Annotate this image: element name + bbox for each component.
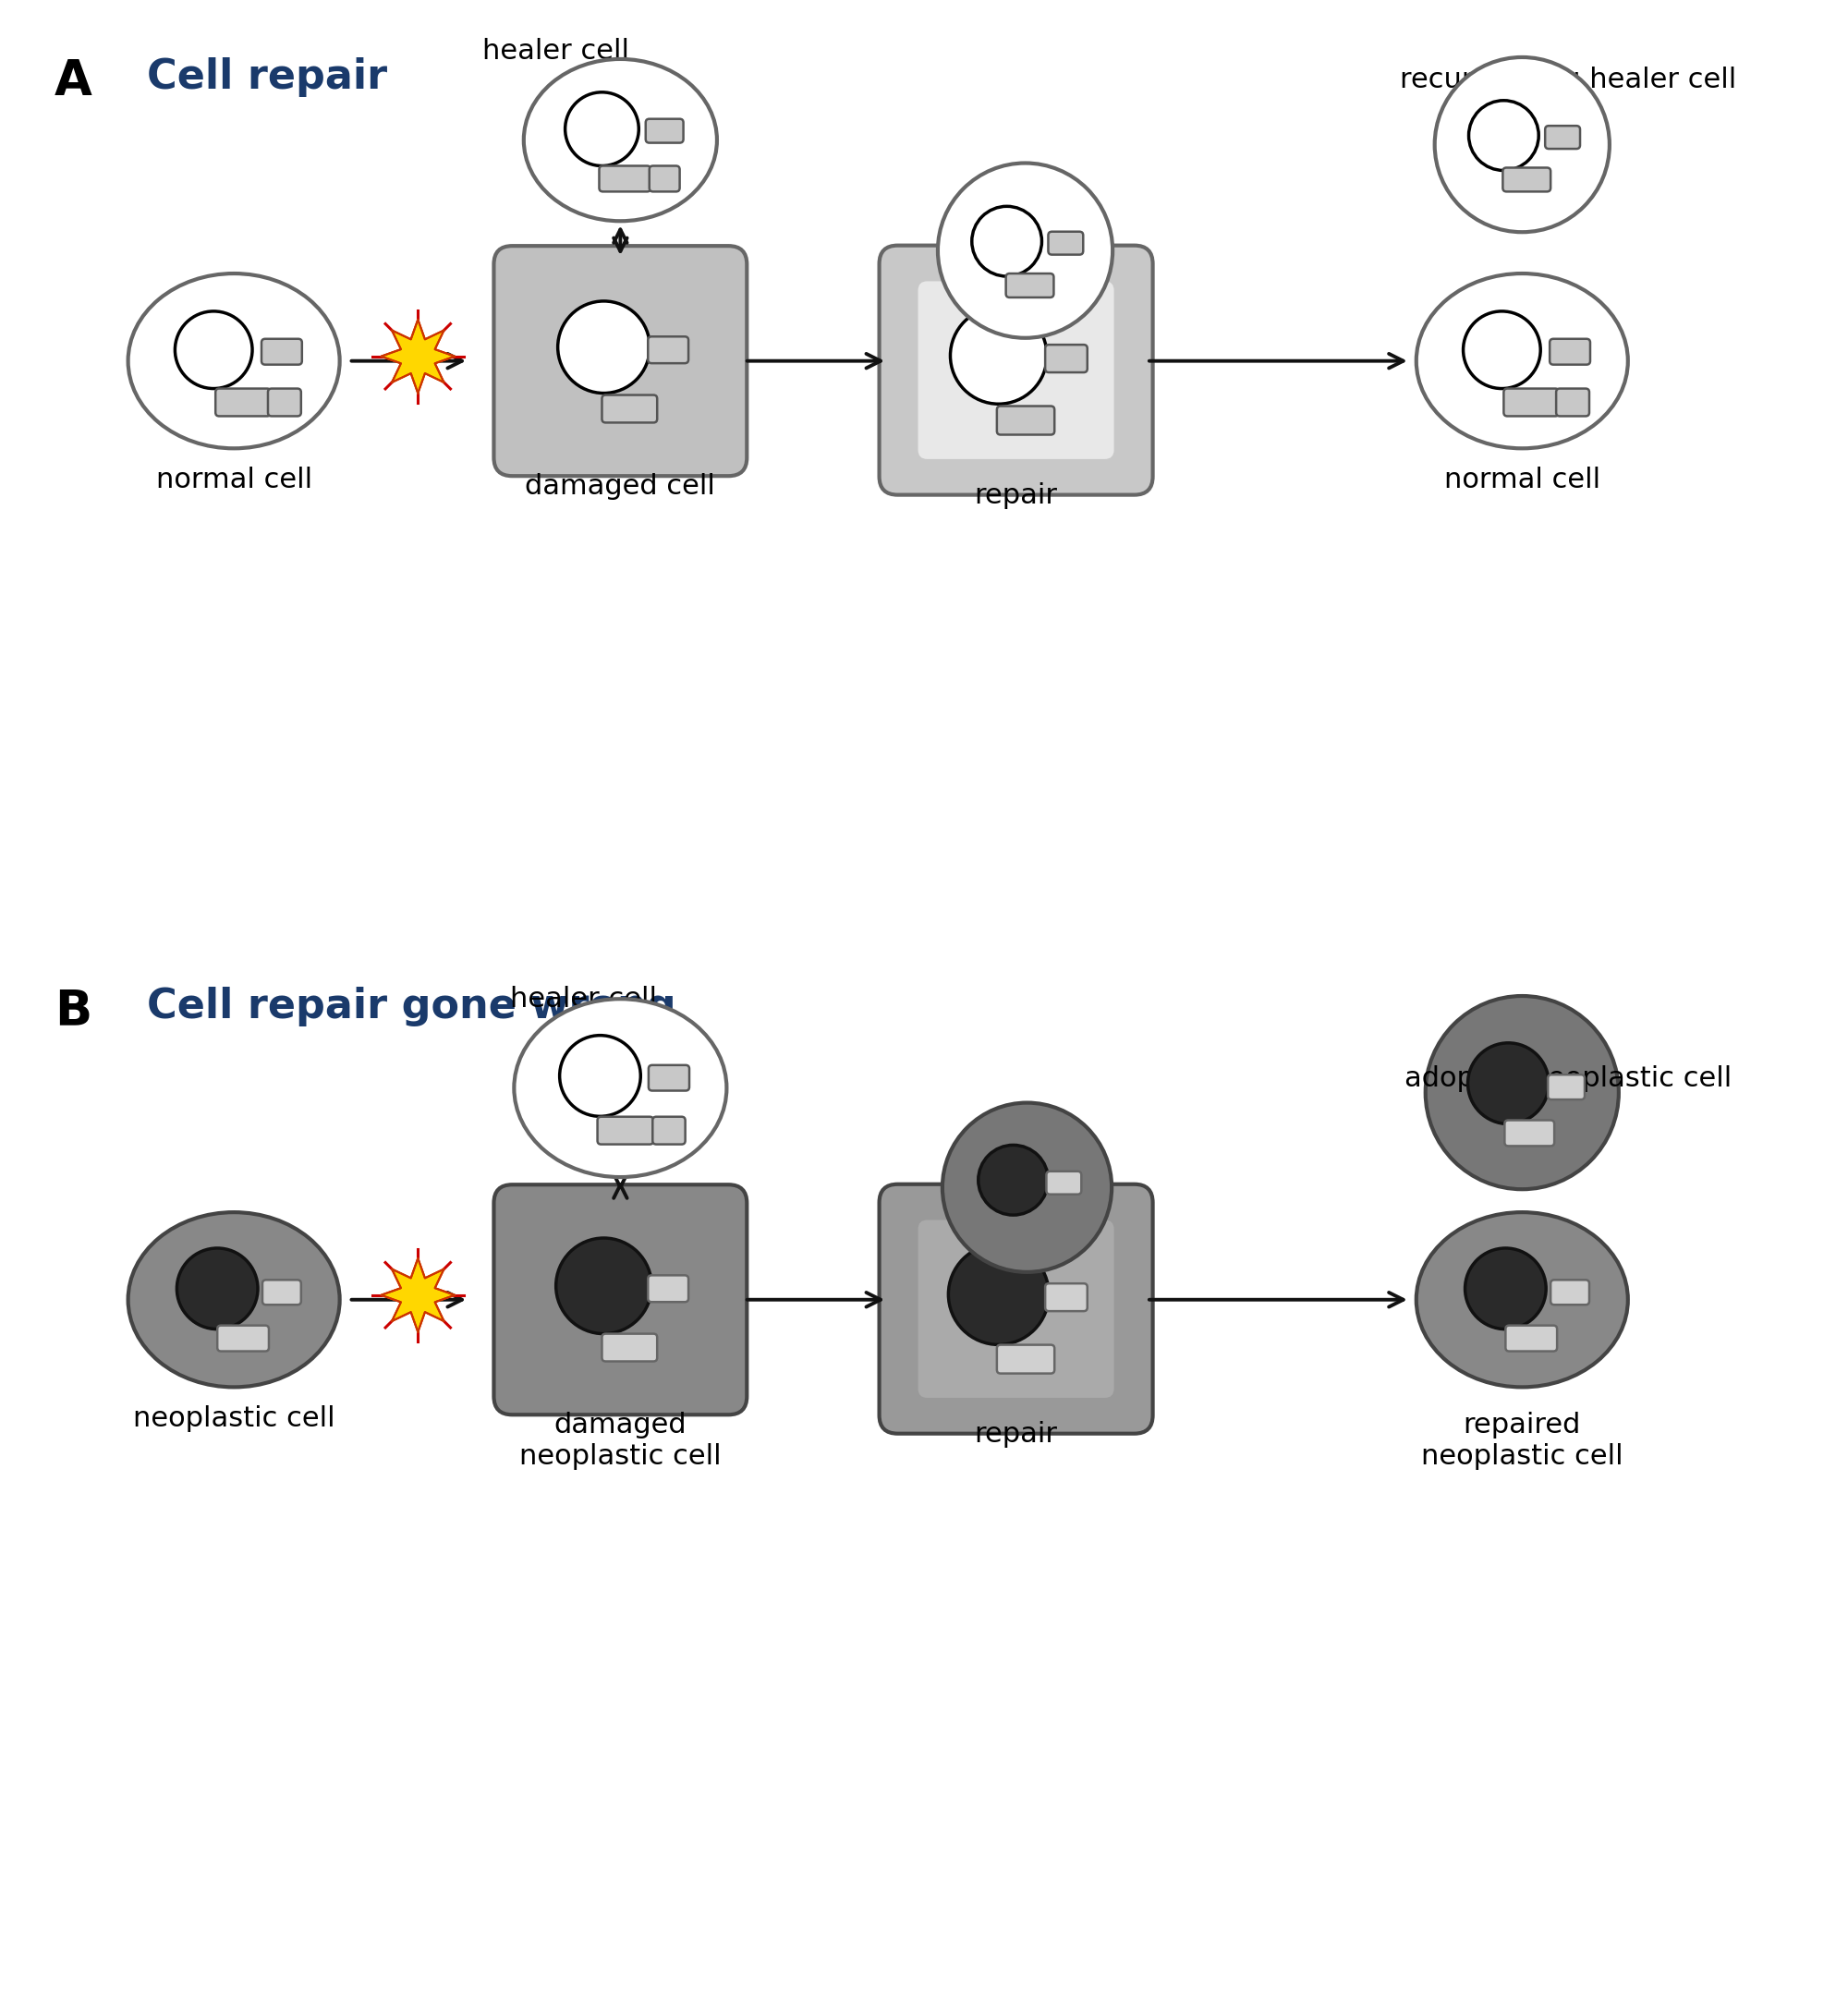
Text: recuperating healer cell: recuperating healer cell bbox=[1399, 66, 1737, 94]
Circle shape bbox=[950, 306, 1048, 405]
FancyBboxPatch shape bbox=[216, 389, 270, 417]
FancyBboxPatch shape bbox=[918, 1220, 1114, 1398]
Circle shape bbox=[565, 92, 639, 166]
Ellipse shape bbox=[514, 999, 726, 1178]
FancyBboxPatch shape bbox=[645, 118, 684, 142]
FancyBboxPatch shape bbox=[649, 1066, 689, 1092]
FancyBboxPatch shape bbox=[1502, 168, 1550, 192]
Polygon shape bbox=[381, 320, 455, 393]
Circle shape bbox=[560, 1036, 641, 1116]
Text: damaged
neoplastic cell: damaged neoplastic cell bbox=[519, 1412, 721, 1470]
Ellipse shape bbox=[523, 58, 717, 220]
Ellipse shape bbox=[1416, 1212, 1628, 1388]
Text: repair: repair bbox=[974, 1422, 1057, 1448]
FancyBboxPatch shape bbox=[1504, 389, 1560, 417]
FancyBboxPatch shape bbox=[649, 1276, 689, 1302]
FancyBboxPatch shape bbox=[262, 339, 301, 365]
FancyBboxPatch shape bbox=[1046, 345, 1087, 373]
FancyBboxPatch shape bbox=[1556, 389, 1589, 417]
Circle shape bbox=[1467, 1044, 1549, 1124]
Text: Cell repair: Cell repair bbox=[146, 58, 386, 96]
Circle shape bbox=[1469, 100, 1539, 170]
FancyBboxPatch shape bbox=[493, 1184, 747, 1414]
FancyBboxPatch shape bbox=[880, 1184, 1153, 1434]
Ellipse shape bbox=[942, 1104, 1112, 1272]
Text: repaired
neoplastic cell: repaired neoplastic cell bbox=[1421, 1412, 1623, 1470]
Ellipse shape bbox=[1434, 58, 1610, 232]
Text: normal cell: normal cell bbox=[1443, 467, 1600, 493]
FancyBboxPatch shape bbox=[1046, 1284, 1087, 1312]
Text: A: A bbox=[54, 58, 92, 106]
Ellipse shape bbox=[937, 162, 1112, 339]
FancyBboxPatch shape bbox=[262, 1280, 301, 1304]
Circle shape bbox=[1465, 1248, 1547, 1330]
FancyBboxPatch shape bbox=[597, 1118, 654, 1144]
Text: B: B bbox=[54, 987, 92, 1036]
FancyBboxPatch shape bbox=[602, 395, 658, 423]
FancyBboxPatch shape bbox=[268, 389, 301, 417]
FancyBboxPatch shape bbox=[1545, 126, 1580, 148]
Text: Cell repair gone wrong: Cell repair gone wrong bbox=[146, 987, 676, 1026]
FancyBboxPatch shape bbox=[1504, 1120, 1554, 1146]
FancyBboxPatch shape bbox=[918, 280, 1114, 459]
Circle shape bbox=[176, 310, 253, 389]
FancyBboxPatch shape bbox=[649, 166, 680, 192]
Ellipse shape bbox=[128, 1212, 340, 1388]
Ellipse shape bbox=[1425, 995, 1619, 1190]
FancyBboxPatch shape bbox=[996, 1344, 1055, 1374]
Circle shape bbox=[556, 1238, 652, 1334]
FancyBboxPatch shape bbox=[1550, 339, 1589, 365]
Circle shape bbox=[978, 1146, 1048, 1216]
FancyBboxPatch shape bbox=[602, 1334, 658, 1362]
Circle shape bbox=[948, 1244, 1050, 1344]
Ellipse shape bbox=[128, 274, 340, 449]
FancyBboxPatch shape bbox=[996, 407, 1055, 435]
FancyBboxPatch shape bbox=[218, 1326, 268, 1352]
FancyBboxPatch shape bbox=[599, 166, 650, 192]
FancyBboxPatch shape bbox=[493, 246, 747, 477]
FancyBboxPatch shape bbox=[880, 246, 1153, 495]
FancyBboxPatch shape bbox=[1549, 1076, 1586, 1100]
Text: healer cell: healer cell bbox=[482, 38, 630, 64]
FancyBboxPatch shape bbox=[652, 1118, 686, 1144]
FancyBboxPatch shape bbox=[1005, 274, 1053, 296]
Text: neoplastic cell: neoplastic cell bbox=[133, 1406, 334, 1432]
Circle shape bbox=[177, 1248, 259, 1330]
FancyBboxPatch shape bbox=[1048, 232, 1083, 254]
Text: repair: repair bbox=[974, 483, 1057, 509]
FancyBboxPatch shape bbox=[1550, 1280, 1589, 1304]
Circle shape bbox=[558, 300, 650, 393]
Polygon shape bbox=[381, 320, 455, 393]
Polygon shape bbox=[381, 1258, 455, 1332]
Text: normal cell: normal cell bbox=[155, 467, 312, 493]
Polygon shape bbox=[381, 1258, 455, 1332]
Text: healer cell: healer cell bbox=[510, 985, 658, 1014]
Circle shape bbox=[1464, 310, 1541, 389]
Circle shape bbox=[972, 206, 1042, 276]
FancyBboxPatch shape bbox=[1046, 1172, 1081, 1194]
Text: adopted neoplastic cell: adopted neoplastic cell bbox=[1404, 1066, 1732, 1092]
Text: damaged cell: damaged cell bbox=[525, 473, 715, 501]
FancyBboxPatch shape bbox=[649, 337, 689, 363]
Ellipse shape bbox=[1416, 274, 1628, 449]
FancyBboxPatch shape bbox=[1506, 1326, 1558, 1352]
